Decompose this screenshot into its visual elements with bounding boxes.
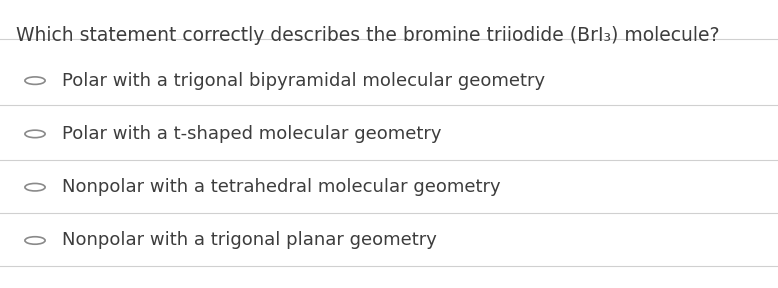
Text: Which statement correctly describes the bromine triiodide (BrI₃) molecule?: Which statement correctly describes the … [16,26,719,45]
Text: Nonpolar with a trigonal planar geometry: Nonpolar with a trigonal planar geometry [62,232,437,249]
Text: Nonpolar with a tetrahedral molecular geometry: Nonpolar with a tetrahedral molecular ge… [62,178,501,196]
Text: Polar with a trigonal bipyramidal molecular geometry: Polar with a trigonal bipyramidal molecu… [62,72,545,90]
Text: Polar with a t-shaped molecular geometry: Polar with a t-shaped molecular geometry [62,125,442,143]
